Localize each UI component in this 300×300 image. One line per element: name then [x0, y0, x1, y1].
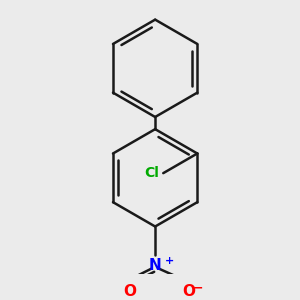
Text: +: +: [164, 256, 174, 266]
Text: O: O: [123, 284, 136, 298]
Text: −: −: [193, 282, 203, 295]
Text: N: N: [149, 258, 161, 273]
Text: Cl: Cl: [145, 166, 160, 180]
Text: O: O: [182, 284, 195, 298]
